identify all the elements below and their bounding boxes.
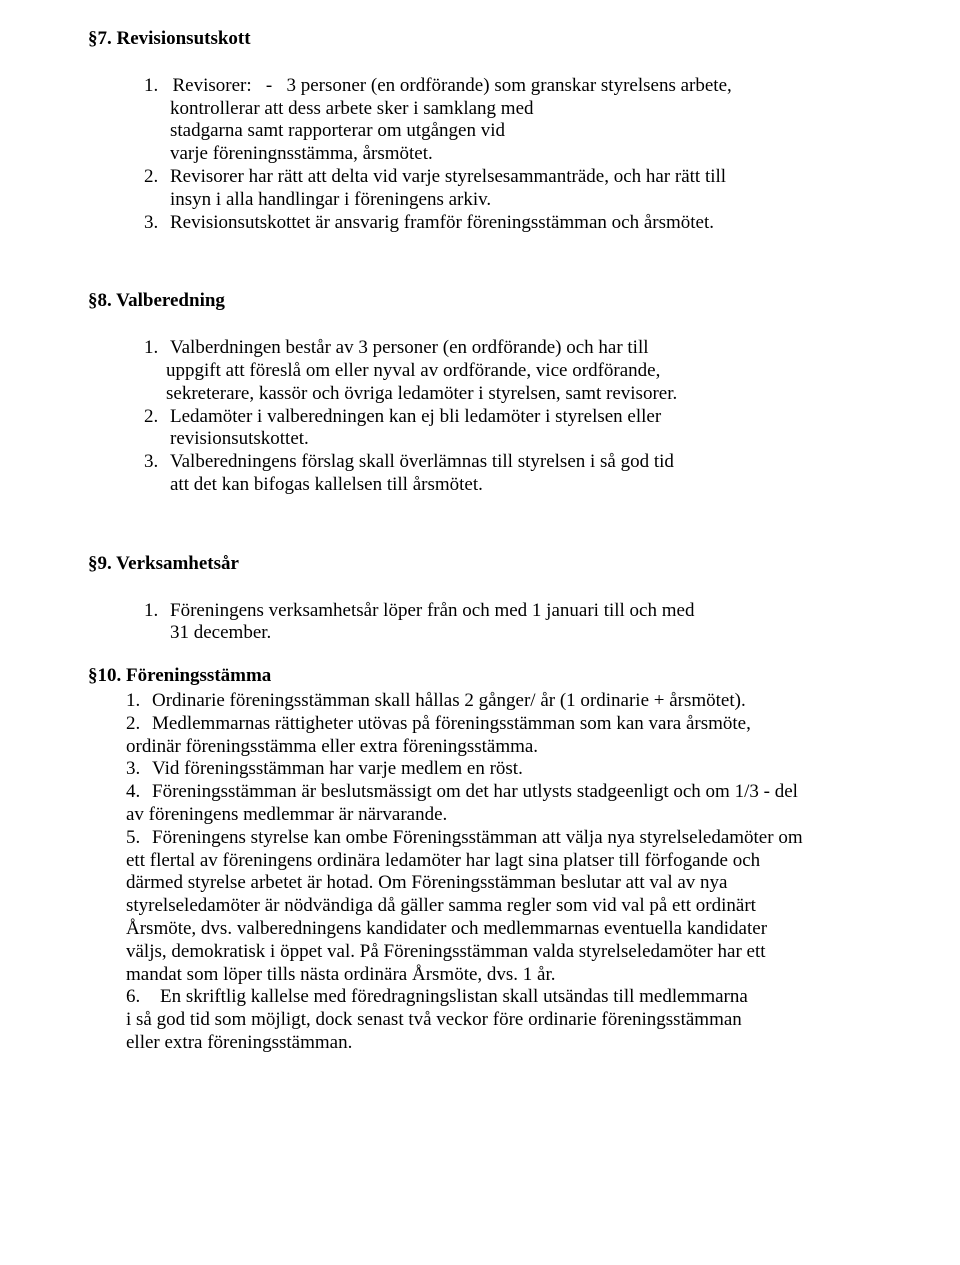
sec7-item3: 3. Revisionsutskottet är ansvarig framfö… [88,212,872,235]
sec10-item6-line1: En skriftlig kallelse med föredragningsl… [160,986,748,1007]
list-number: 1. [126,690,140,713]
section-10-heading: §10. Föreningsstämma [88,665,872,688]
section-8: §8. Valberedning 1. Valberdningen består… [88,290,872,496]
sec9-item1-line1: Föreningens verksamhetsår löper från och… [170,600,694,621]
list-number: 4. [126,781,140,804]
list-number: 5. [126,827,140,850]
sec10-item4-cont1: av föreningens medlemmar är närvarande. [126,804,872,827]
sec7-item1-line1: 1. Revisorer: - 3 personer (en ordförand… [144,75,872,98]
sec10-item5-cont5: väljs, demokratisk i öppet val. På Fören… [126,941,872,964]
sec7-item1-cont2: stadgarna samt rapporterar om utgången v… [170,120,872,143]
sec9-item1-cont1: 31 december. [170,622,872,645]
sec9-item1: 1. Föreningens verksamhetsår löper från … [88,600,872,646]
sec10-item2-cont1: ordinär föreningsstämma eller extra före… [126,736,872,759]
sec10-item3-line1: Vid föreningsstämman har varje medlem en… [152,758,523,779]
section-8-heading: §8. Valberedning [88,290,872,313]
sec9-list: 1. Föreningens verksamhetsår löper från … [88,600,872,646]
sec10-item4: 4. Föreningsstämman är beslutsmässigt om… [88,781,872,827]
sec8-item3-cont1: att det kan bifogas kallelsen till årsmö… [170,474,872,497]
sec10-item6-cont2: eller extra föreningsstämman. [126,1032,872,1055]
section-9: §9. Verksamhetsår 1. Föreningens verksam… [88,553,872,645]
sec10-item5: 5. Föreningens styrelse kan ombe Förenin… [88,827,872,987]
sec7-item1-cont1: kontrollerar att dess arbete sker i samk… [170,98,872,121]
sec8-item2-line1: Ledamöter i valberedningen kan ej bli le… [170,406,661,427]
sec7-item2: 2. Revisorer har rätt att delta vid varj… [88,166,872,212]
list-number: 1. [144,600,158,623]
list-number: 1. [144,337,158,360]
sec10-item5-cont2: därmed styrelse arbetet är hotad. Om För… [126,872,872,895]
sec10-item6: 6. En skriftlig kallelse med föredragnin… [88,986,872,1054]
sec7-item2-line1: Revisorer har rätt att delta vid varje s… [170,166,726,187]
list-number: 3. [144,451,158,474]
sec8-item3: 3. Valberedningens förslag skall överläm… [88,451,872,497]
sec7-item3-line1: Revisionsutskottet är ansvarig framför f… [170,212,714,233]
sec10-item1: 1. Ordinarie föreningsstämman skall håll… [88,690,872,713]
sec8-item1-cont1: uppgift att föreslå om eller nyval av or… [166,360,872,383]
section-10: §10. Föreningsstämma 1. Ordinarie föreni… [88,665,872,1055]
sec8-item2-cont1: revisionsutskottet. [170,428,872,451]
sec10-item2-line1: Medlemmarnas rättigheter utövas på fören… [152,713,751,734]
sec10-item1-line1: Ordinarie föreningsstämman skall hållas … [152,690,746,711]
sec10-item5-cont6: mandat som löper tills nästa ordinära År… [126,964,872,987]
section-7: §7. Revisionsutskott 1. Revisorer: - 3 p… [88,28,872,234]
sec7-item2-cont1: insyn i alla handlingar i föreningens ar… [170,189,872,212]
sec8-item1: 1. Valberdningen består av 3 personer (e… [88,337,872,405]
section-9-heading: §9. Verksamhetsår [88,553,872,576]
sec8-list: 1. Valberdningen består av 3 personer (e… [88,337,872,497]
list-number: 3. [126,758,140,781]
sec10-item6-cont1: i så god tid som möjligt, dock senast tv… [126,1009,872,1032]
list-number: 2. [126,713,140,736]
sec10-item2: 2. Medlemmarnas rättigheter utövas på fö… [88,713,872,759]
list-number: 3. [144,212,158,235]
list-number: 2. [144,406,158,429]
sec10-item5-line1: Föreningens styrelse kan ombe Föreningss… [152,827,803,848]
section-7-heading: §7. Revisionsutskott [88,28,872,51]
sec8-item1-line1: Valberdningen består av 3 personer (en o… [170,337,649,358]
sec10-item3: 3. Vid föreningsstämman har varje medlem… [88,758,872,781]
list-number: 2. [144,166,158,189]
sec8-item1-cont2: sekreterare, kassör och övriga ledamöter… [166,383,872,406]
sec8-item3-line1: Valberedningens förslag skall överlämnas… [170,451,674,472]
sec10-item5-cont4: Årsmöte, dvs. valberedningens kandidater… [126,918,872,941]
list-number: 6. [126,986,140,1009]
sec10-list: 1. Ordinarie föreningsstämman skall håll… [88,690,872,1055]
sec10-item5-cont1: ett flertal av föreningens ordinära leda… [126,850,872,873]
sec7-item1-cont3: varje föreningnsstämma, årsmötet. [170,143,872,166]
sec10-item4-line1: Föreningsstämman är beslutsmässigt om de… [152,781,798,802]
sec8-item2: 2. Ledamöter i valberedningen kan ej bli… [88,406,872,452]
sec10-item5-cont3: styrelseledamöter är nödvändiga då gälle… [126,895,872,918]
sec7-list: 2. Revisorer har rätt att delta vid varj… [88,166,872,234]
